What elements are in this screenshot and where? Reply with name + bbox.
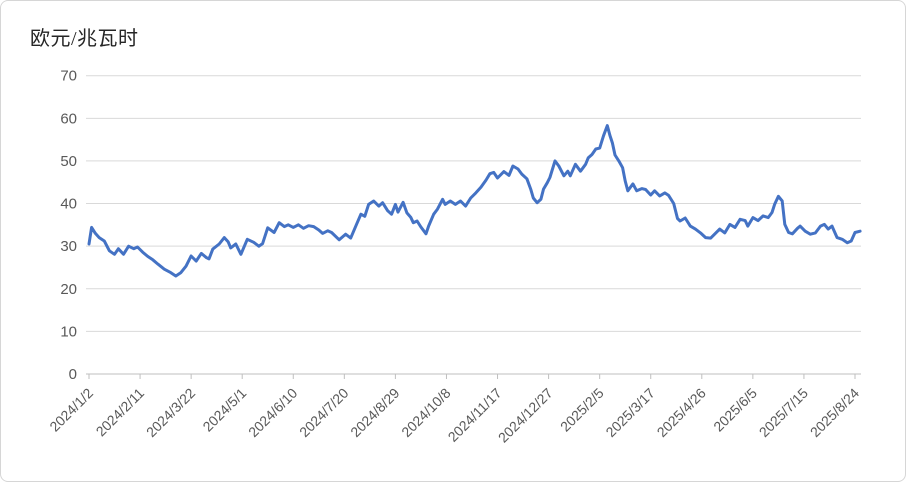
- x-axis-label: 2024/3/22: [143, 385, 199, 441]
- x-axis-label: 2025/7/15: [756, 385, 812, 441]
- x-axis-label: 2025/4/26: [654, 385, 710, 441]
- x-axis-label: 2025/3/17: [602, 385, 658, 441]
- x-axis-label: 2025/2/5: [557, 385, 607, 435]
- x-axis-label: 2024/8/29: [347, 385, 403, 441]
- y-axis-label: 70: [60, 68, 77, 85]
- y-axis-label: 10: [60, 323, 77, 340]
- x-axis-label: 2024/5/1: [199, 385, 249, 435]
- price-line: [87, 124, 862, 278]
- y-axis-label: 20: [60, 281, 77, 298]
- x-axis-label: 2024/2/11: [93, 385, 148, 440]
- y-axis-label: 60: [60, 110, 77, 127]
- x-axis-label: 2025/6/5: [710, 385, 760, 435]
- x-axis-label: 2024/6/10: [245, 385, 301, 441]
- y-axis-label: 40: [60, 196, 77, 213]
- y-axis-label: 0: [69, 366, 77, 383]
- x-axis-label: 2024/12/27: [495, 385, 556, 446]
- x-axis-label: 2024/1/2: [46, 385, 96, 435]
- y-axis-label: 30: [60, 238, 77, 255]
- y-axis-label: 50: [60, 153, 77, 170]
- chart-title: 欧元/兆瓦时: [30, 28, 139, 50]
- x-axis-label: 2024/7/20: [296, 385, 352, 441]
- x-axis-label: 2025/8/24: [807, 385, 863, 441]
